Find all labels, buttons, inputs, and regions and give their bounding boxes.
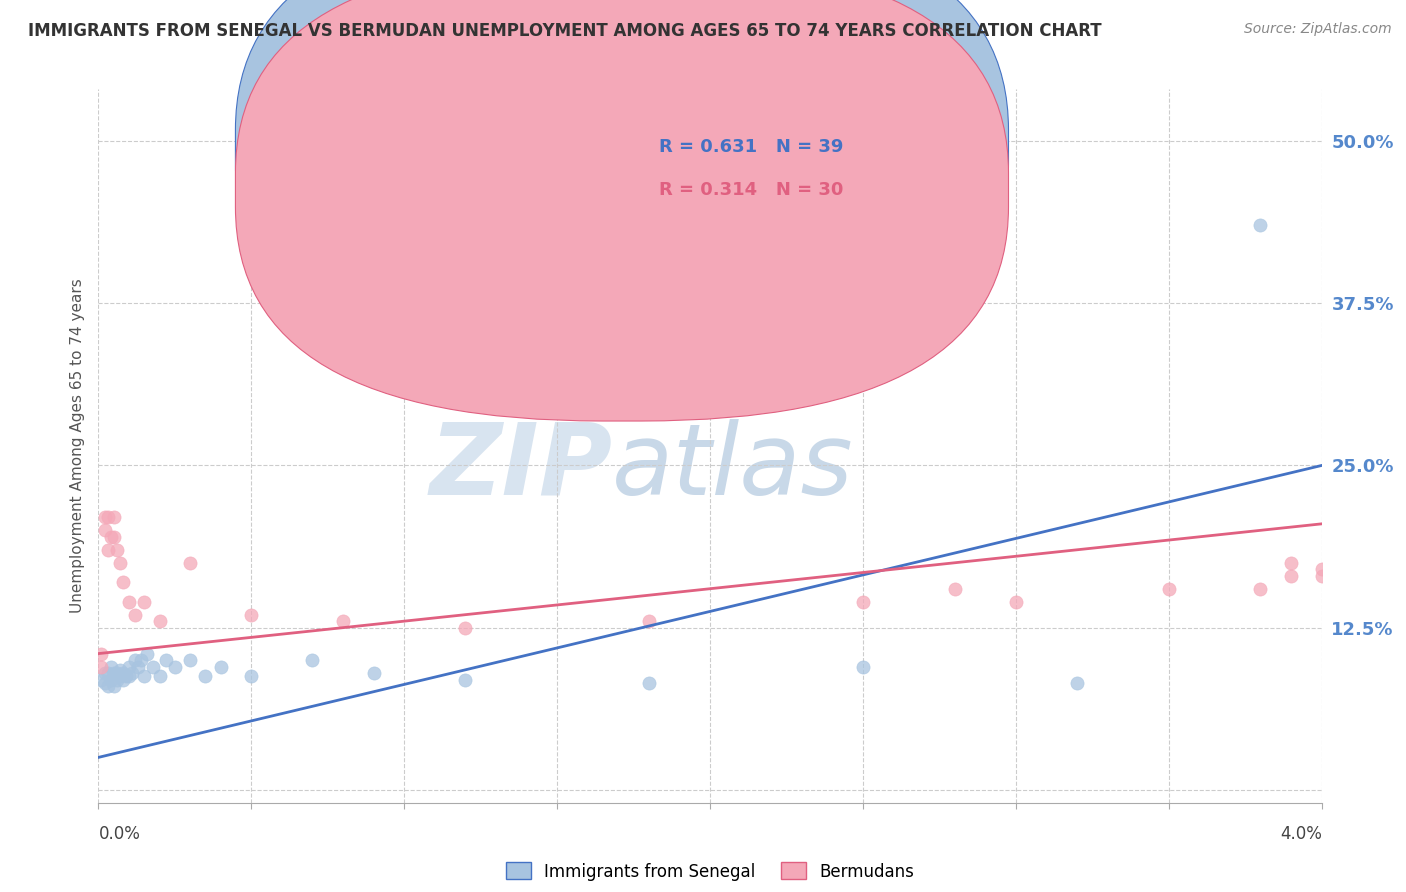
- Point: [209, 659, 232, 673]
- Point: [97, 542, 120, 557]
- Text: R = 0.631   N = 39: R = 0.631 N = 39: [658, 138, 844, 156]
- Point: [111, 575, 134, 590]
- Point: [134, 668, 156, 682]
- Point: [163, 659, 186, 673]
- Point: [1157, 582, 1180, 596]
- Point: [127, 659, 149, 673]
- Point: [97, 666, 120, 681]
- Point: [179, 556, 201, 570]
- Point: [363, 666, 385, 681]
- Point: [179, 653, 201, 667]
- Point: [1249, 582, 1271, 596]
- Point: [637, 614, 661, 628]
- Point: [90, 659, 112, 673]
- Point: [129, 653, 152, 667]
- Point: [108, 664, 131, 678]
- Point: [103, 510, 125, 524]
- Point: [149, 668, 172, 682]
- Point: [118, 595, 141, 609]
- Point: [100, 673, 122, 687]
- Text: atlas: atlas: [612, 419, 853, 516]
- Point: [118, 659, 141, 673]
- Point: [1066, 676, 1088, 690]
- Point: [301, 653, 323, 667]
- Point: [103, 679, 125, 693]
- Point: [637, 676, 661, 690]
- Text: Source: ZipAtlas.com: Source: ZipAtlas.com: [1244, 22, 1392, 37]
- Point: [90, 673, 112, 687]
- Point: [240, 668, 263, 682]
- Point: [943, 582, 966, 596]
- Point: [142, 659, 165, 673]
- Point: [136, 647, 159, 661]
- Point: [90, 647, 112, 661]
- Point: [93, 666, 115, 681]
- Point: [93, 676, 115, 690]
- Point: [240, 607, 263, 622]
- Point: [149, 614, 172, 628]
- Point: [105, 542, 128, 557]
- Point: [194, 668, 217, 682]
- Text: IMMIGRANTS FROM SENEGAL VS BERMUDAN UNEMPLOYMENT AMONG AGES 65 TO 74 YEARS CORRE: IMMIGRANTS FROM SENEGAL VS BERMUDAN UNEM…: [28, 22, 1102, 40]
- Point: [1249, 219, 1271, 233]
- Point: [97, 679, 120, 693]
- Text: 0.0%: 0.0%: [98, 825, 141, 843]
- FancyBboxPatch shape: [575, 111, 942, 225]
- Point: [118, 668, 141, 682]
- Y-axis label: Unemployment Among Ages 65 to 74 years: Unemployment Among Ages 65 to 74 years: [69, 278, 84, 614]
- Point: [103, 666, 125, 681]
- Point: [97, 510, 120, 524]
- Point: [1310, 568, 1333, 582]
- Point: [121, 666, 143, 681]
- Point: [155, 653, 177, 667]
- Point: [124, 653, 146, 667]
- Point: [332, 614, 354, 628]
- Point: [93, 510, 115, 524]
- Point: [100, 659, 122, 673]
- Point: [1310, 562, 1333, 576]
- Point: [852, 659, 875, 673]
- Text: 4.0%: 4.0%: [1279, 825, 1322, 843]
- Point: [108, 668, 131, 682]
- Point: [454, 621, 477, 635]
- Point: [1279, 556, 1302, 570]
- Point: [134, 595, 156, 609]
- Point: [100, 530, 122, 544]
- Point: [454, 673, 477, 687]
- Point: [93, 524, 115, 538]
- Point: [105, 666, 128, 681]
- Point: [108, 556, 131, 570]
- FancyBboxPatch shape: [235, 0, 1008, 378]
- Point: [1004, 595, 1026, 609]
- Point: [103, 530, 125, 544]
- Point: [111, 666, 134, 681]
- Text: ZIP: ZIP: [429, 419, 612, 516]
- Point: [115, 668, 138, 682]
- Point: [1279, 568, 1302, 582]
- Text: R = 0.314   N = 30: R = 0.314 N = 30: [658, 181, 844, 199]
- Point: [105, 673, 128, 687]
- Point: [852, 595, 875, 609]
- Point: [124, 607, 146, 622]
- FancyBboxPatch shape: [235, 0, 1008, 421]
- Legend: Immigrants from Senegal, Bermudans: Immigrants from Senegal, Bermudans: [499, 855, 921, 888]
- Point: [111, 673, 134, 687]
